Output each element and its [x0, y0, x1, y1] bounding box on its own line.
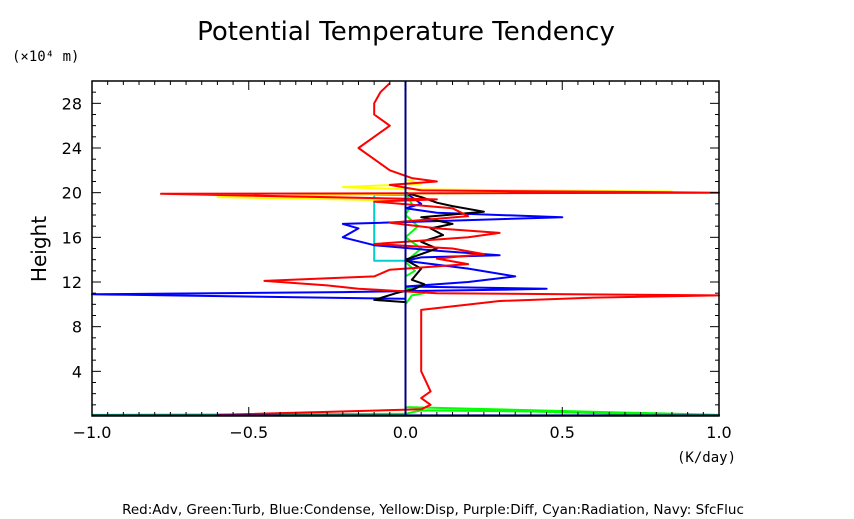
- y-unit-label: (×10⁴ m): [12, 49, 79, 65]
- y-tick-label: 20: [62, 184, 82, 203]
- x-unit-label: (K/day): [677, 450, 736, 466]
- y-tick-labels: 4 8 12 16 20 24 28: [62, 94, 82, 381]
- legend-caption: Red:Adv, Green:Turb, Blue:Condense, Yell…: [122, 502, 744, 518]
- x-tick-label: 0.5: [550, 423, 575, 442]
- y-axis-label: Height: [27, 216, 51, 282]
- y-tick-label: 4: [72, 362, 82, 381]
- x-tick-label: 1.0: [706, 423, 731, 442]
- chart-title: Potential Temperature Tendency: [197, 17, 615, 47]
- x-tick-labels: −1.0 −0.5 0.0 0.5 1.0: [73, 423, 732, 442]
- series-adv-line: [160, 82, 720, 416]
- series-layer: [91, 81, 720, 417]
- series-sfcfluc-line: [92, 81, 720, 417]
- x-tick-label: 0.0: [393, 423, 418, 442]
- y-tick-label: 12: [62, 273, 82, 292]
- x-tick-label: −1.0: [73, 423, 112, 442]
- y-tick-label: 16: [62, 228, 82, 247]
- y-tick-label: 28: [62, 94, 82, 113]
- y-tick-label: 24: [62, 139, 82, 158]
- y-tick-label: 8: [72, 318, 82, 337]
- axis-ticks: [91, 81, 720, 416]
- series-diff-line: [373, 81, 485, 416]
- series-condense-line: [91, 81, 564, 416]
- x-tick-label: −0.5: [229, 423, 268, 442]
